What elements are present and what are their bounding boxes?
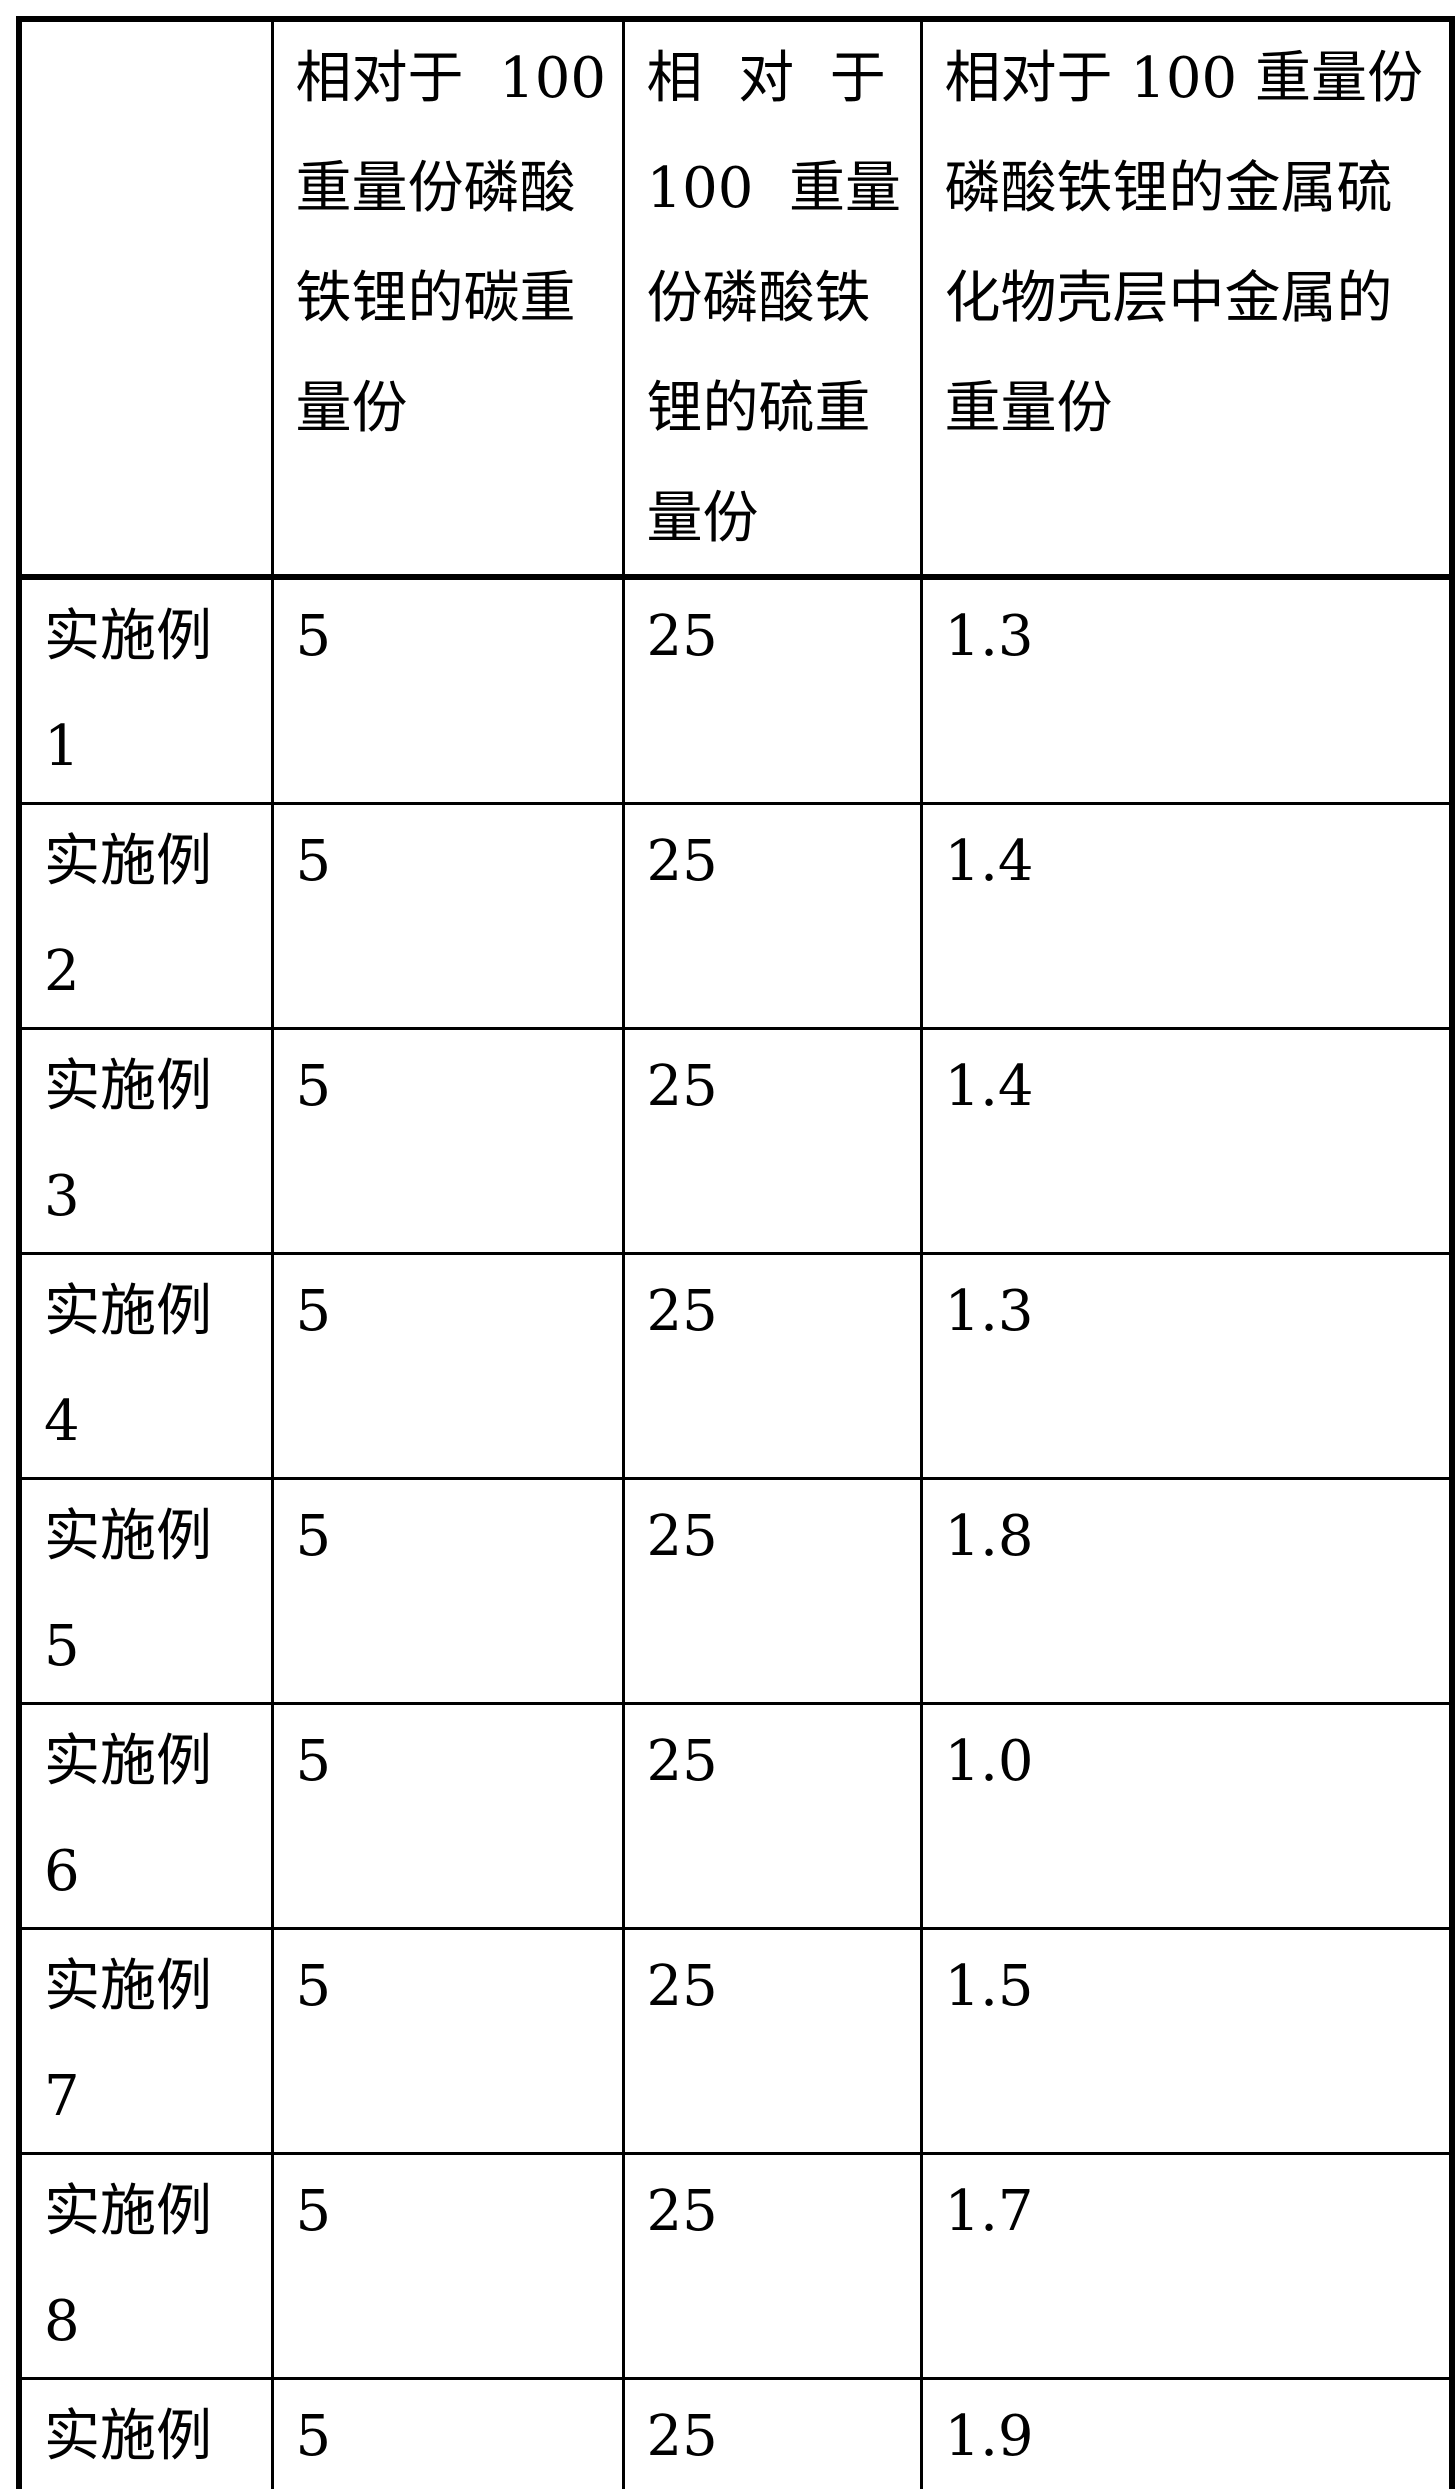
table-row: 实施例 3 5 25 1.4: [17, 1027, 1454, 1255]
sulfur-value-cell: 25: [621, 802, 923, 1030]
sulfur-value-cell: 25: [621, 575, 923, 805]
header-cell-carbon-parts: 相对于 100 重量份磷酸 铁锂的碳重 量份: [270, 17, 625, 580]
header-row: 相对于 100 重量份磷酸 铁锂的碳重 量份 相 对 于 100 重量 份磷酸铁…: [17, 17, 1454, 580]
row-label-cell: 实施例 4: [17, 1252, 274, 1480]
sulfur-value-cell: 25: [621, 1027, 923, 1255]
sulfur-value-cell: 25: [621, 1927, 923, 2155]
metal-value-cell: 1.4: [919, 1027, 1454, 1255]
patent-data-table: 相对于 100 重量份磷酸 铁锂的碳重 量份 相 对 于 100 重量 份磷酸铁…: [16, 16, 1455, 2489]
table-row: 实施例 9 5 25 1.9: [17, 2377, 1454, 2489]
carbon-value-cell: 5: [270, 1252, 625, 1480]
row-label-cell: 实施例 9: [17, 2377, 274, 2489]
carbon-value-cell: 5: [270, 2377, 625, 2489]
sulfur-value-cell: 25: [621, 1477, 923, 1705]
row-label-cell: 实施例 5: [17, 1477, 274, 1705]
carbon-value-cell: 5: [270, 1477, 625, 1705]
metal-value-cell: 1.3: [919, 1252, 1454, 1480]
table-row: 实施例 2 5 25 1.4: [17, 802, 1454, 1030]
row-label-cell: 实施例 1: [17, 575, 274, 805]
table-row: 实施例 8 5 25 1.7: [17, 2152, 1454, 2380]
table-row: 实施例 7 5 25 1.5: [17, 1927, 1454, 2155]
header-cell-row-label: [17, 17, 274, 580]
metal-value-cell: 1.9: [919, 2377, 1454, 2489]
table-row: 实施例 4 5 25 1.3: [17, 1252, 1454, 1480]
row-label-cell: 实施例 8: [17, 2152, 274, 2380]
metal-value-cell: 1.4: [919, 802, 1454, 1030]
metal-value-cell: 1.0: [919, 1702, 1454, 1930]
sulfur-value-cell: 25: [621, 1252, 923, 1480]
metal-value-cell: 1.5: [919, 1927, 1454, 2155]
sulfur-value-cell: 25: [621, 2152, 923, 2380]
table-row: 实施例 1 5 25 1.3: [17, 575, 1454, 805]
carbon-value-cell: 5: [270, 1927, 625, 2155]
carbon-value-cell: 5: [270, 2152, 625, 2380]
carbon-value-cell: 5: [270, 575, 625, 805]
table-row: 实施例 6 5 25 1.0: [17, 1702, 1454, 1930]
sulfur-value-cell: 25: [621, 1702, 923, 1930]
table-body: 实施例 1 5 25 1.3 实施例 2 5 25 1.4 实施例 3 5 25…: [17, 575, 1454, 2489]
sulfur-value-cell: 25: [621, 2377, 923, 2489]
metal-value-cell: 1.8: [919, 1477, 1454, 1705]
carbon-value-cell: 5: [270, 1027, 625, 1255]
carbon-value-cell: 5: [270, 802, 625, 1030]
table-row: 实施例 5 5 25 1.8: [17, 1477, 1454, 1705]
metal-value-cell: 1.3: [919, 575, 1454, 805]
row-label-cell: 实施例 2: [17, 802, 274, 1030]
header-cell-metal-parts: 相对于 100 重量份 磷酸铁锂的金属硫 化物壳层中金属的 重量份: [919, 17, 1454, 580]
metal-value-cell: 1.7: [919, 2152, 1454, 2380]
carbon-value-cell: 5: [270, 1702, 625, 1930]
row-label-cell: 实施例 7: [17, 1927, 274, 2155]
header-cell-sulfur-parts: 相 对 于 100 重量 份磷酸铁 锂的硫重 量份: [621, 17, 923, 580]
row-label-cell: 实施例 3: [17, 1027, 274, 1255]
row-label-cell: 实施例 6: [17, 1702, 274, 1930]
